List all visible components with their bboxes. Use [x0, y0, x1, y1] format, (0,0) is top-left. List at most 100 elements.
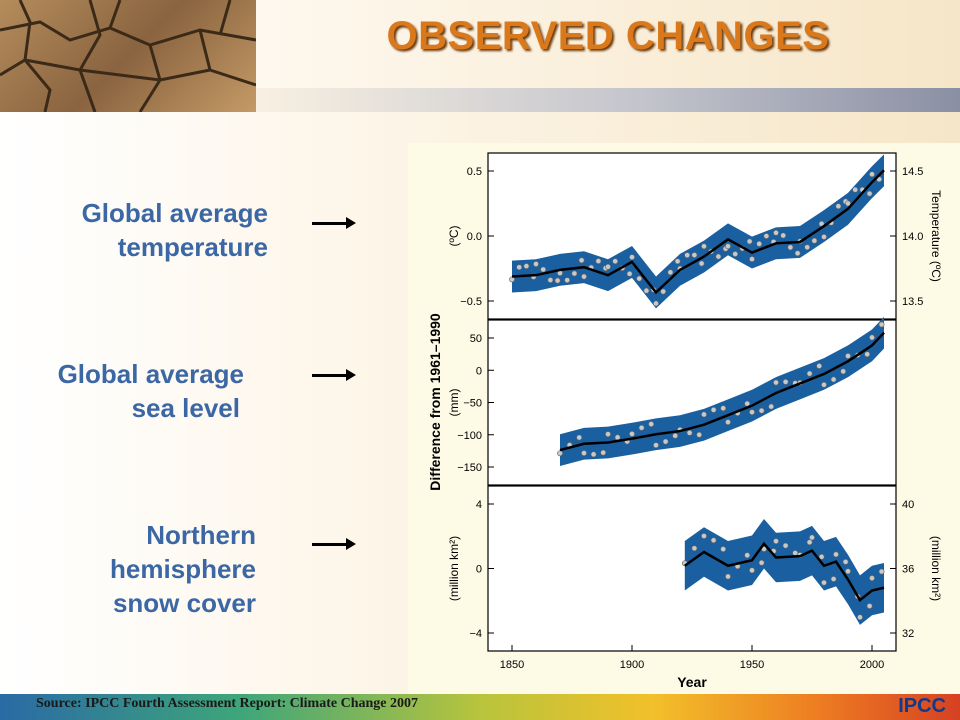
y-axis-label: (million km²) [447, 536, 461, 601]
data-point [782, 542, 789, 549]
y-tick-label: 0 [476, 365, 482, 377]
data-point [816, 363, 823, 369]
data-point [835, 203, 842, 210]
source-citation: Source: IPCC Fourth Assessment Report: C… [36, 696, 418, 711]
data-point [674, 258, 681, 265]
y-tick-label: −4 [469, 628, 482, 640]
data-point [732, 251, 739, 257]
data-point [749, 409, 755, 416]
data-point [845, 353, 851, 359]
data-point [547, 277, 554, 283]
data-point [869, 575, 875, 582]
data-point [600, 449, 607, 456]
data-point [686, 429, 693, 436]
data-point [638, 424, 645, 431]
cracked-earth-image [0, 0, 256, 112]
data-point [864, 351, 871, 358]
label-temperature: Global average temperature [20, 196, 268, 264]
x-tick-label: 1900 [620, 659, 644, 671]
y-tick-label-right: 36 [902, 564, 914, 576]
data-point [756, 240, 763, 247]
data-point [554, 277, 561, 284]
y-tick-label: 0.0 [467, 231, 482, 243]
footer-bar [0, 694, 960, 720]
data-point [794, 250, 801, 257]
label-line: Global average [81, 198, 268, 228]
data-point [821, 381, 827, 388]
data-point [605, 431, 611, 438]
label-line: Global average [57, 359, 244, 389]
data-point [744, 400, 751, 407]
data-point [869, 171, 875, 178]
data-point [614, 434, 621, 441]
data-point [821, 234, 827, 240]
data-point [710, 537, 717, 544]
data-point [749, 567, 755, 574]
data-point [746, 238, 753, 245]
slide-title: OBSERVED CHANGES [386, 14, 830, 58]
data-point [691, 252, 698, 258]
y-tick-label-right: 13.5 [902, 296, 923, 308]
x-tick-label: 1950 [740, 659, 764, 671]
data-point [701, 411, 707, 418]
data-point [581, 273, 587, 280]
arrow-right-icon [312, 369, 356, 381]
climate-figure: 0.5 0.0 −0.5 14.5 14.0 13.5 (ºC) Temperature (º… [408, 143, 960, 694]
data-point [720, 405, 727, 412]
data-point [749, 256, 755, 262]
data-point [869, 334, 875, 341]
climate-chart: 0.5 0.0 −0.5 14.5 14.0 13.5 (ºC) Temperature (º… [427, 152, 943, 690]
data-point [653, 300, 659, 307]
data-point [780, 232, 787, 239]
data-point [672, 432, 679, 439]
data-point [523, 263, 530, 269]
y-tick-label: 0.5 [467, 166, 482, 178]
data-point [684, 252, 691, 259]
data-point [571, 270, 578, 277]
title-banner [256, 88, 960, 112]
arrow-right-icon [312, 217, 356, 229]
data-point [773, 229, 779, 236]
data-point [653, 442, 659, 449]
data-point [590, 451, 597, 458]
data-point [773, 538, 779, 545]
data-point [636, 275, 643, 282]
label-line: Northern [146, 520, 256, 550]
y-tick-label: −150 [457, 462, 482, 474]
data-point [629, 431, 635, 437]
data-point [581, 450, 587, 456]
data-point [698, 260, 705, 267]
data-point [773, 379, 779, 386]
data-point [691, 545, 698, 552]
data-point [643, 287, 650, 294]
panel-frame [487, 152, 897, 320]
smoothed-line [559, 331, 885, 452]
y-axis-label-right: (million km²) [929, 536, 943, 601]
y-tick-label: −50 [463, 398, 482, 410]
data-point [830, 376, 837, 383]
data-point [792, 550, 799, 556]
data-point [578, 257, 585, 264]
data-point [629, 254, 635, 261]
smoothed-line [511, 169, 885, 295]
data-point [818, 553, 825, 560]
data-point [840, 368, 847, 375]
data-point [806, 539, 813, 546]
data-point [866, 603, 873, 609]
data-point [806, 370, 813, 377]
shared-y-label: Difference from 1961–1990 [427, 313, 443, 491]
data-point [809, 534, 815, 541]
data-point [758, 559, 765, 566]
ipcc-logo: IPCC [898, 695, 946, 717]
data-point [782, 379, 789, 385]
label-sea-level: Global average sea level [4, 357, 244, 425]
data-point [758, 407, 765, 414]
data-point [540, 266, 547, 273]
data-point [821, 579, 827, 586]
panel-frame [487, 319, 897, 486]
data-point [725, 419, 731, 426]
label-snow-cover: Northern hemisphere snow cover [20, 518, 256, 620]
y-axis-label-right: Temperature (ºC) [929, 190, 943, 282]
data-point [720, 546, 727, 553]
data-point [710, 406, 717, 413]
